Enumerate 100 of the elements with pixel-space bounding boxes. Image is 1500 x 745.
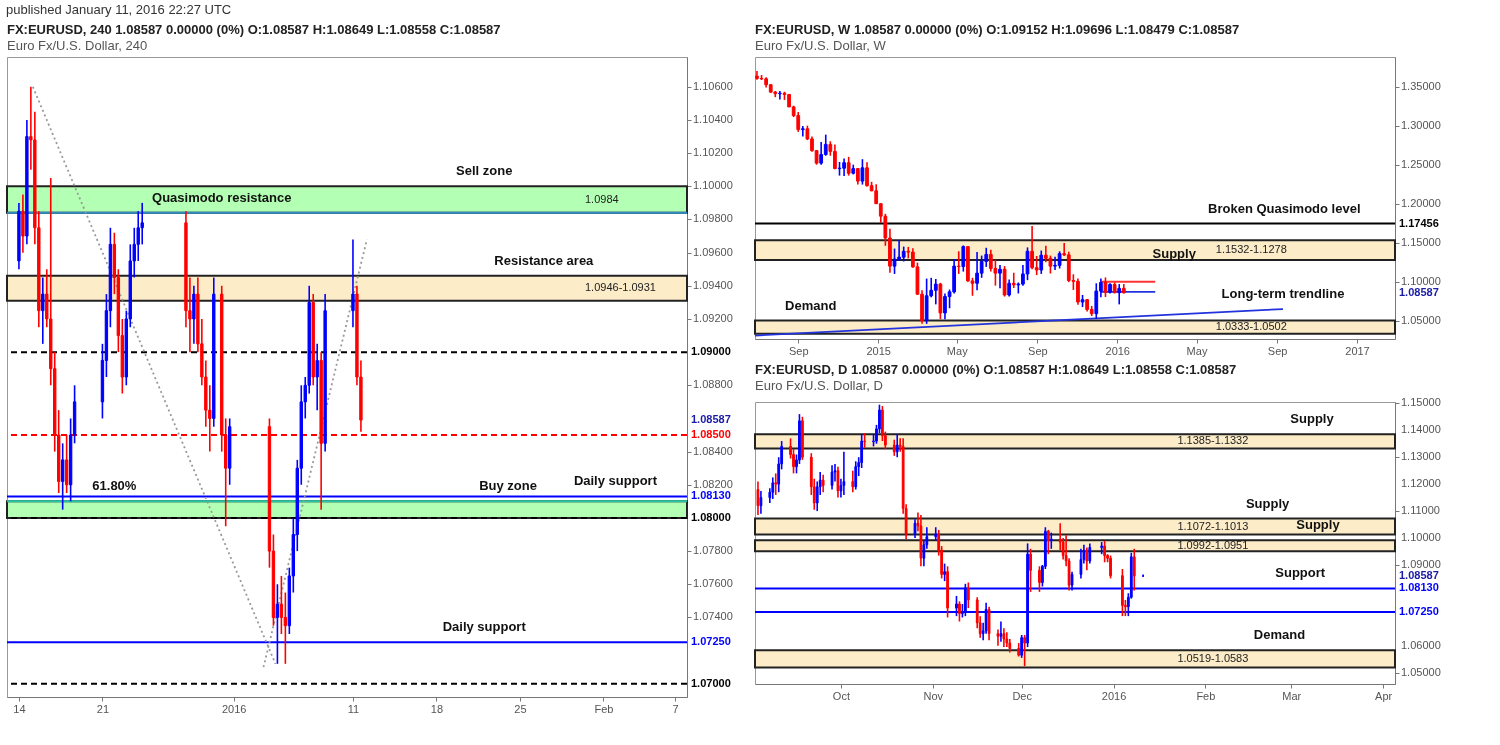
band-label: 1.0984 [585, 192, 619, 205]
y-tick-label: 1.05000 [1401, 665, 1441, 678]
candlestick [1088, 542, 1092, 565]
candlestick [1109, 554, 1112, 580]
annotation: Broken Quasimodo level [1208, 200, 1361, 216]
candlestick [1094, 282, 1099, 320]
candlestick [1038, 565, 1041, 593]
y-tick-label: 1.13000 [1401, 450, 1441, 463]
chart-title: FX:EURUSD, D 1.08587 0.00000 (0%) O:1.08587 H:1.08649 L:1.08558 C:1.08587 [755, 362, 1237, 378]
candlestick [854, 460, 858, 491]
y-tick-label: 1.11000 [1401, 504, 1440, 517]
x-tick-label: Mar [1282, 689, 1302, 702]
ref-line-label: 1.07250 [691, 635, 731, 648]
x-tick-label: 7 [672, 702, 679, 715]
band-label: 1.0519-1.0583 [1177, 651, 1249, 664]
y-tick-label: 1.10600 [693, 79, 733, 92]
candlestick [836, 465, 840, 499]
y-tick-label: 1.10000 [693, 179, 733, 192]
band-label: 1.1532-1.1278 [1215, 243, 1287, 256]
y-tick-label: 1.09000 [1401, 557, 1441, 570]
candlestick [1039, 249, 1044, 275]
x-tick-label: Dec [1012, 689, 1033, 702]
candlestick [988, 248, 993, 273]
y-tick-label: 1.10000 [1401, 531, 1441, 544]
x-tick-label: Sep [1267, 344, 1288, 357]
ref-line-label: 1.07250 [1399, 605, 1439, 618]
band-label: 1.0946-1.0931 [585, 281, 656, 294]
candlestick [860, 158, 865, 186]
annotation: Quasimodo resistance [152, 189, 292, 205]
candlestick [913, 518, 917, 539]
candlestick [1103, 539, 1107, 564]
candlestick [1103, 276, 1108, 298]
x-tick-label: Sep [1028, 344, 1048, 357]
candlestick [351, 238, 355, 329]
y-tick-label: 1.08800 [693, 378, 733, 391]
annotation: Demand [1253, 627, 1306, 643]
y-tick-label: 1.20000 [1401, 196, 1441, 209]
candlestick [1029, 547, 1032, 593]
ref-line-label: 1.08130 [691, 489, 731, 502]
candlestick [1085, 546, 1089, 572]
x-tick-label: 2015 [866, 344, 891, 357]
annotation: Supply [1296, 517, 1341, 533]
band-label: 1.1385-1.1332 [1177, 434, 1249, 447]
candlestick [946, 565, 949, 619]
band-label: 1.0992-1.0951 [1177, 538, 1249, 551]
ref-line-label: 1.08130 [1399, 581, 1439, 594]
annotation: Resistance area [494, 252, 595, 268]
annotation: Long-term trendline [1221, 286, 1345, 302]
candlestick [41, 276, 45, 345]
text: 1.08587 [691, 413, 731, 426]
x-tick-label: 2017 [1345, 344, 1370, 357]
y-tick-label: 1.07600 [693, 577, 733, 590]
y-tick-label: 1.09800 [693, 212, 733, 225]
annotation: Supply [1152, 246, 1197, 262]
ref-line-label: 1.07000 [691, 676, 731, 689]
candlestick [1046, 529, 1050, 555]
candlestick [966, 581, 970, 609]
x-tick-label: May [1186, 344, 1208, 357]
candlestick [1034, 255, 1039, 276]
band-label: 1.1072-1.1013 [1177, 519, 1249, 532]
annotation: 61.80% [92, 478, 137, 494]
annotation: Buy zone [479, 478, 537, 494]
annotation: Daily support [573, 473, 658, 489]
candlestick [1079, 547, 1083, 580]
x-tick-label: Apr [1375, 689, 1393, 702]
candlestick [1121, 568, 1124, 617]
y-tick-label: 1.14000 [1401, 423, 1441, 436]
candlestick [830, 464, 834, 491]
y-tick-label: 1.09200 [693, 311, 733, 324]
band-label: 1.0333-1.0502 [1215, 320, 1287, 333]
candlestick [1023, 634, 1027, 668]
candlestick [1049, 531, 1053, 550]
candlestick [1132, 547, 1136, 592]
y-tick-label: 1.15000 [1401, 235, 1441, 248]
candlestick [934, 526, 938, 542]
text: published January 11, 2016 22:27 UTC [5, 1, 233, 19]
annotation: Daily support [442, 619, 527, 635]
y-tick-label: 1.07800 [693, 544, 733, 557]
annotation: Demand [785, 297, 837, 313]
candlestick [956, 250, 961, 275]
x-tick-label: 2016 [1101, 689, 1127, 702]
chart-subtitle: Euro Fx/U.S. Dollar, D [755, 378, 883, 394]
candlestick [851, 469, 855, 494]
y-tick-label: 1.35000 [1401, 79, 1441, 92]
candlestick [846, 156, 851, 177]
ref-line-label: 1.08000 [691, 510, 731, 523]
x-tick-label: Sep [788, 344, 809, 357]
candlestick [999, 620, 1003, 643]
candlestick [774, 472, 778, 496]
candlestick [958, 600, 961, 623]
candlestick [778, 90, 782, 101]
y-tick-label: 1.15000 [1401, 396, 1441, 409]
annotation: Support [1275, 565, 1326, 581]
y-tick-label: 1.25000 [1401, 157, 1441, 170]
y-tick-label: 1.07400 [693, 610, 733, 623]
chart-title: FX:EURUSD, W 1.08587 0.00000 (0%) O:1.09152 H:1.09696 L:1.08479 C:1.08587 [755, 22, 1240, 37]
candlestick [1043, 245, 1048, 264]
x-tick-label: 2016 [221, 702, 247, 715]
x-tick-label: 21 [96, 702, 110, 715]
ref-line-label: 1.08500 [691, 428, 731, 441]
